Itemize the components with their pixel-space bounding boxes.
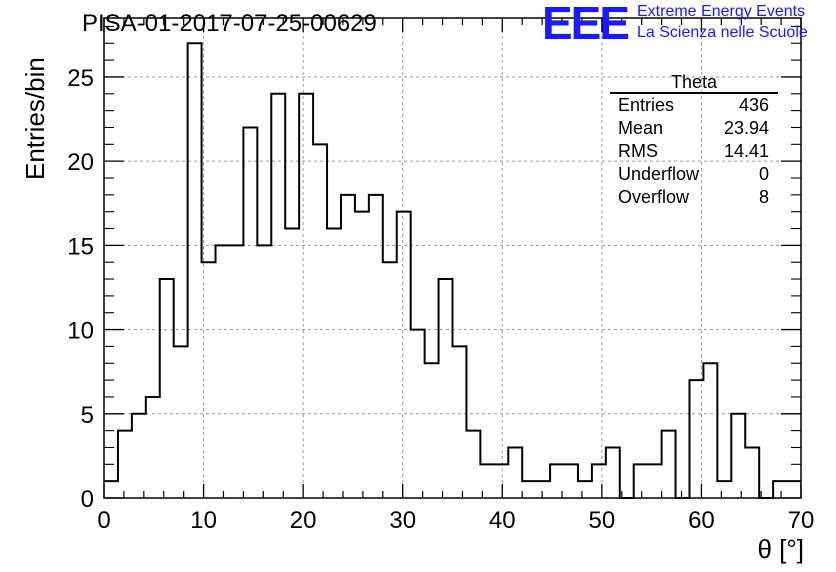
stats-label: Mean — [618, 118, 664, 138]
x-axis-label: θ [°] — [757, 534, 804, 564]
plot-frame — [103, 17, 802, 499]
stats-value: 14.41 — [723, 141, 769, 161]
y-tick-label: 5 — [81, 402, 94, 429]
x-tick-label: 40 — [489, 507, 516, 534]
x-tick-labels: 0 10 20 30 40 50 60 70 — [97, 507, 814, 534]
x-tick-label: 60 — [688, 507, 715, 534]
run-title: PISA-01-2017-07-25-00629 — [82, 10, 377, 37]
x-tick-label: 70 — [788, 507, 815, 534]
stats-label: Overflow — [618, 187, 690, 207]
x-tick-label: 30 — [389, 507, 416, 534]
stats-row: Underflow 0 — [610, 163, 778, 186]
y-tick-label: 20 — [67, 149, 94, 176]
stats-label: RMS — [618, 141, 658, 161]
y-tick-label: 15 — [67, 233, 94, 260]
logo-line-1: Extreme Energy Events — [637, 3, 806, 20]
y-axis-label: Entries/bin — [20, 57, 50, 180]
x-tick-label: 10 — [190, 507, 217, 534]
stats-label: Underflow — [618, 164, 700, 184]
y-tick-labels: 0 5 10 15 20 25 — [67, 65, 94, 513]
stats-row: Overflow 8 — [610, 186, 778, 209]
stats-value: 23.94 — [723, 118, 769, 138]
y-tick-label: 10 — [67, 318, 94, 345]
x-tick-label: 50 — [589, 507, 616, 534]
stats-title: Theta — [610, 72, 778, 94]
stats-row: Entries 436 — [610, 94, 778, 117]
stats-box: Theta Entries 436 Mean 23.94 RMS 14.41 Unde… — [610, 72, 778, 209]
stats-row: RMS 14.41 — [610, 140, 778, 163]
y-tick-label: 0 — [81, 486, 94, 513]
x-tick-label: 20 — [290, 507, 317, 534]
stats-value: 0 — [758, 164, 769, 184]
axis-ticks — [103, 18, 802, 499]
x-tick-label: 0 — [97, 507, 110, 534]
stats-value: 436 — [738, 95, 769, 115]
eee-logo: EEE — [542, 0, 630, 49]
logo-line-2: La Scienza nelle Scuole — [637, 24, 808, 41]
stats-row: Mean 23.94 — [610, 117, 778, 140]
y-tick-label: 25 — [67, 65, 94, 92]
stats-value: 8 — [758, 187, 769, 207]
stats-label: Entries — [618, 95, 675, 115]
histogram-line — [104, 42, 801, 499]
